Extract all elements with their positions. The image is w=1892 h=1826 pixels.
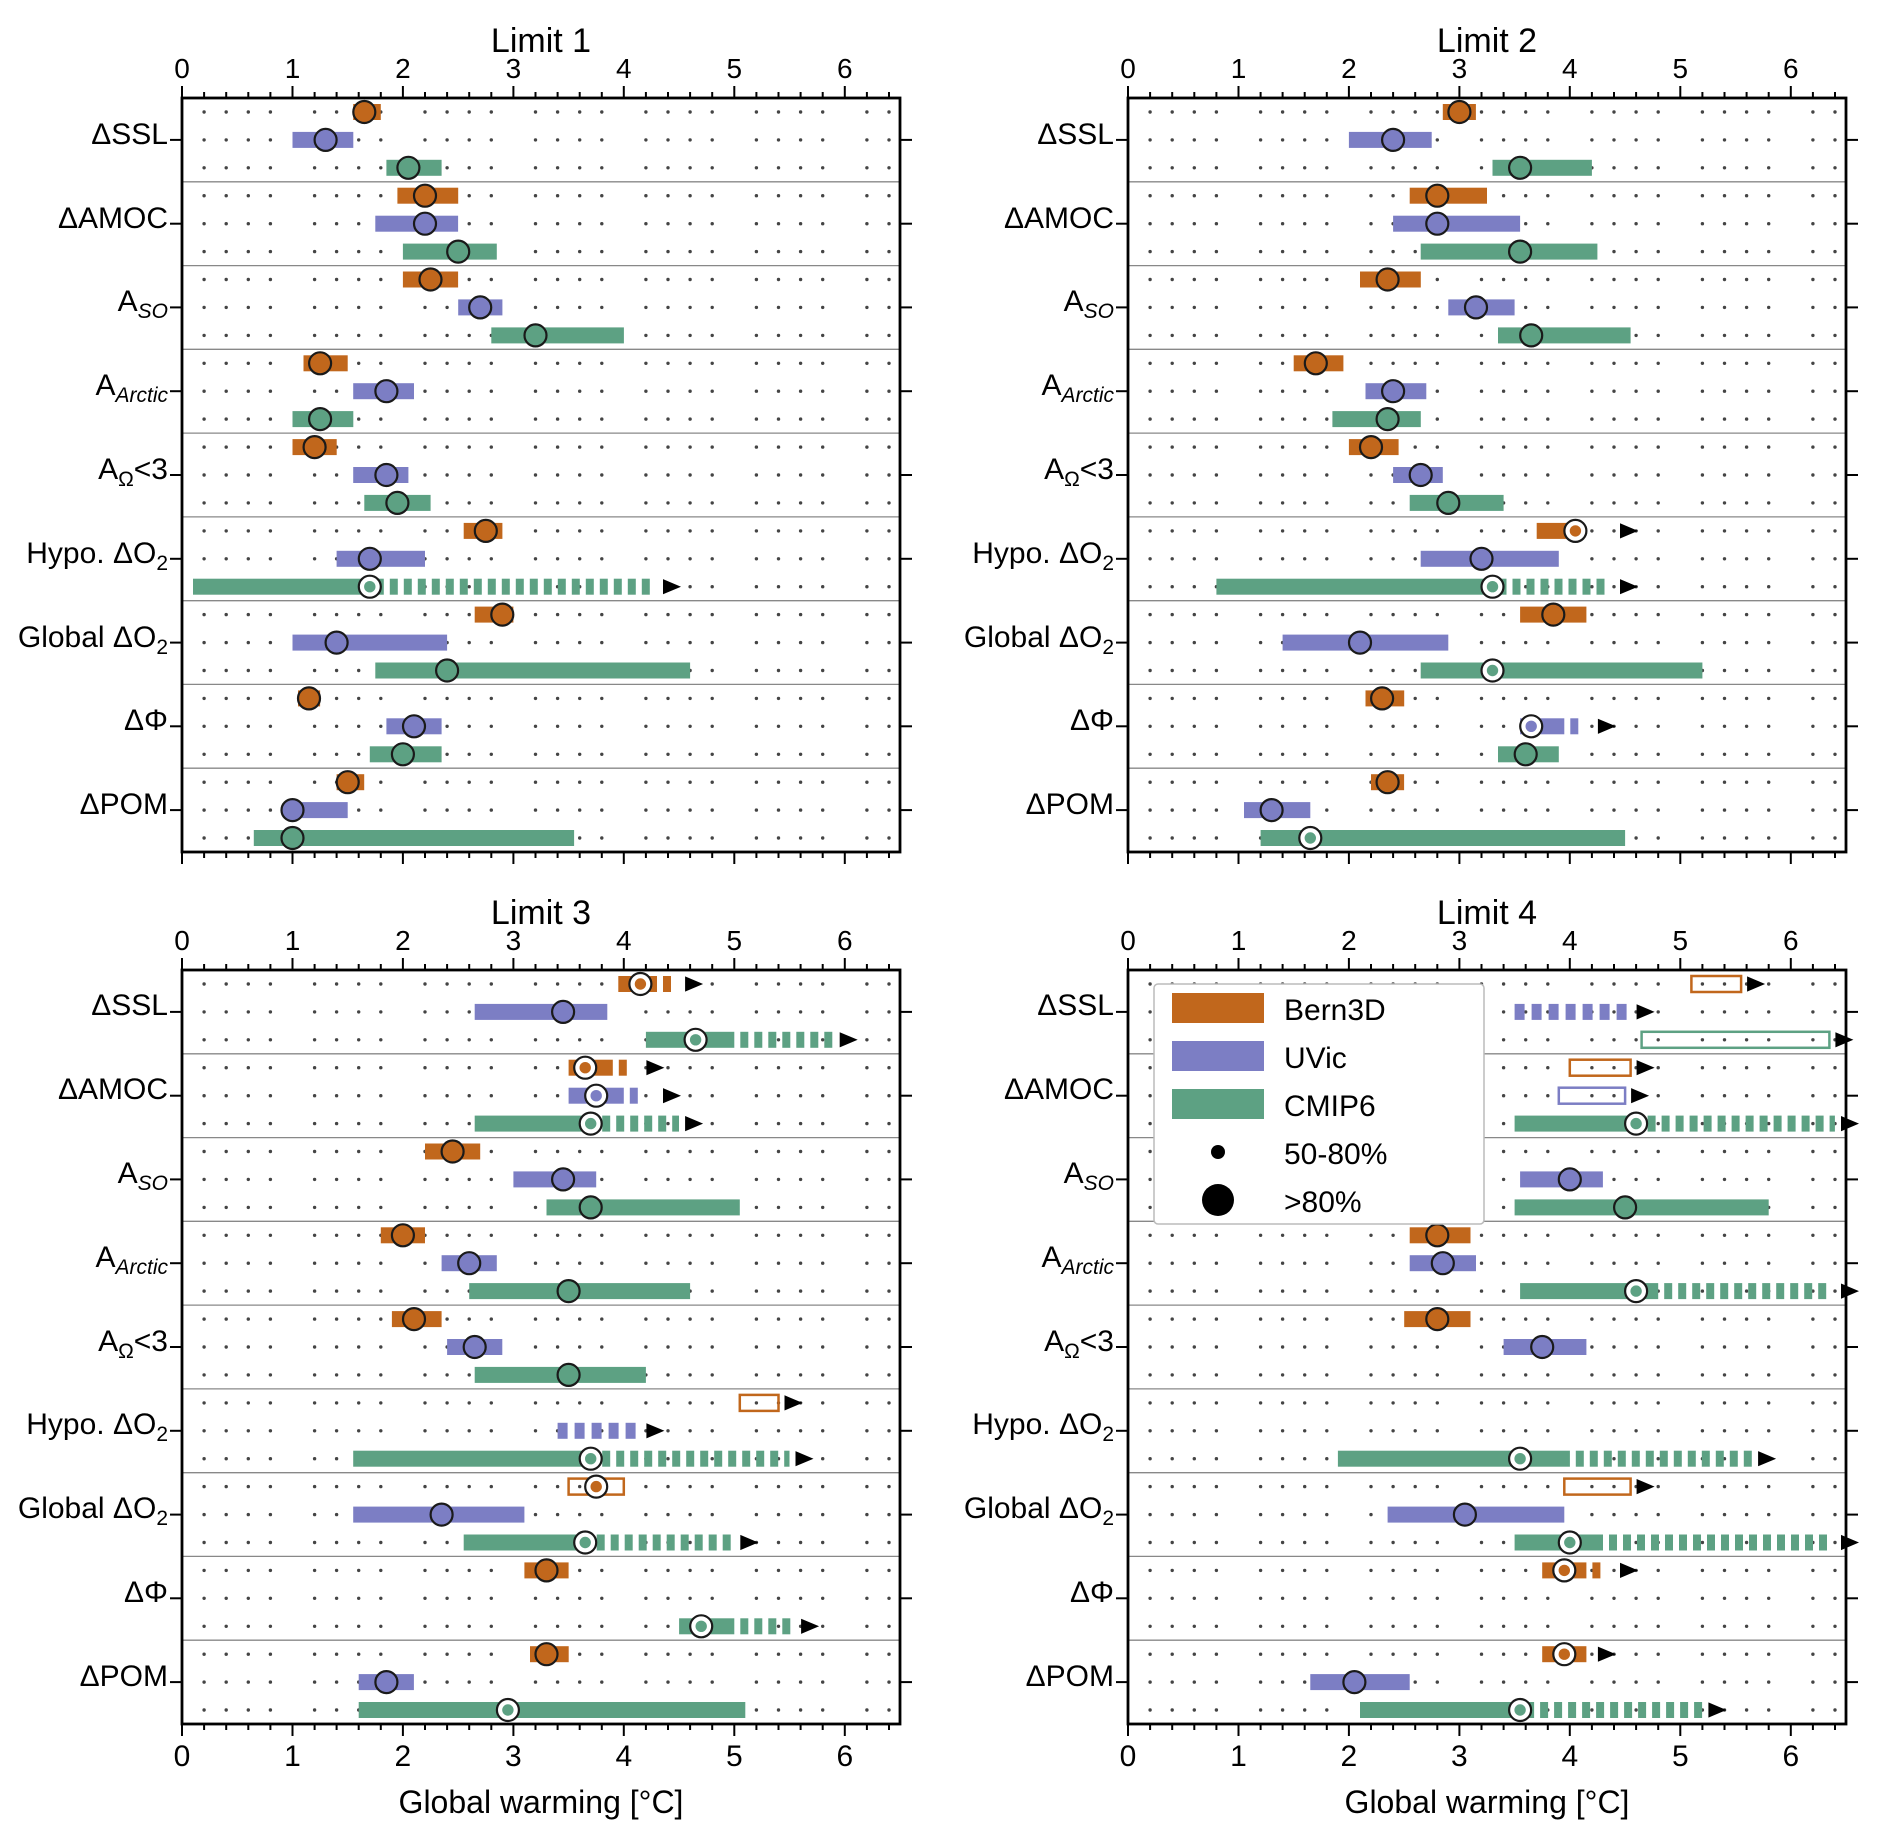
- svg-text:4: 4: [1562, 925, 1578, 956]
- svg-text:0: 0: [174, 53, 190, 84]
- svg-text:1: 1: [285, 53, 301, 84]
- svg-text:>80%: >80%: [1284, 1186, 1362, 1219]
- svg-text:2: 2: [395, 53, 411, 84]
- svg-text:5: 5: [1672, 1740, 1689, 1773]
- svg-text:1: 1: [1231, 925, 1247, 956]
- svg-text:6: 6: [837, 925, 853, 956]
- svg-text:2: 2: [1341, 925, 1357, 956]
- svg-text:50-80%: 50-80%: [1284, 1138, 1387, 1171]
- svg-text:0: 0: [1120, 1740, 1137, 1773]
- svg-text:6: 6: [837, 53, 853, 84]
- svg-text:Bern3D: Bern3D: [1284, 994, 1386, 1027]
- svg-text:2: 2: [395, 925, 411, 956]
- svg-text:6: 6: [1782, 1740, 1799, 1773]
- svg-text:4: 4: [615, 1740, 632, 1773]
- svg-text:1: 1: [284, 1740, 301, 1773]
- svg-text:5: 5: [1673, 925, 1689, 956]
- svg-text:5: 5: [727, 925, 743, 956]
- svg-text:3: 3: [506, 925, 522, 956]
- svg-text:2: 2: [395, 1740, 412, 1773]
- svg-text:3: 3: [506, 53, 522, 84]
- svg-text:5: 5: [726, 1740, 743, 1773]
- svg-text:2: 2: [1341, 1740, 1358, 1773]
- svg-text:1: 1: [1231, 53, 1247, 84]
- svg-text:4: 4: [616, 53, 632, 84]
- svg-text:4: 4: [1562, 53, 1578, 84]
- svg-text:6: 6: [836, 1740, 853, 1773]
- svg-text:1: 1: [1230, 1740, 1247, 1773]
- svg-text:6: 6: [1783, 53, 1799, 84]
- svg-text:1: 1: [285, 925, 301, 956]
- svg-text:3: 3: [1452, 53, 1468, 84]
- svg-text:2: 2: [1341, 53, 1357, 84]
- svg-text:6: 6: [1783, 925, 1799, 956]
- svg-text:0: 0: [174, 925, 190, 956]
- svg-text:0: 0: [1120, 925, 1136, 956]
- svg-text:3: 3: [1452, 925, 1468, 956]
- svg-text:5: 5: [1673, 53, 1689, 84]
- svg-text:4: 4: [1561, 1740, 1578, 1773]
- svg-text:CMIP6: CMIP6: [1284, 1090, 1376, 1123]
- svg-text:UVic: UVic: [1284, 1042, 1347, 1075]
- svg-text:0: 0: [1120, 53, 1136, 84]
- svg-text:0: 0: [174, 1740, 191, 1773]
- svg-text:3: 3: [505, 1740, 522, 1773]
- svg-text:4: 4: [616, 925, 632, 956]
- svg-text:5: 5: [727, 53, 743, 84]
- svg-text:3: 3: [1451, 1740, 1468, 1773]
